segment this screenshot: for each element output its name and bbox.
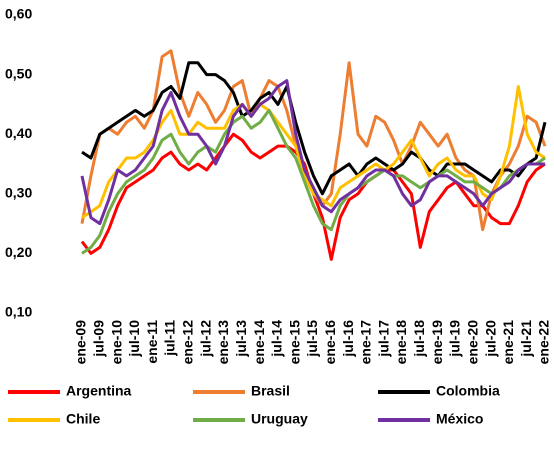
legend-label: Argentina [66,383,132,399]
y-tick-label: 0,30 [5,185,32,201]
legend-label: México [436,411,483,427]
x-tick-label: jul-09 [91,320,107,358]
y-tick-label: 0,60 [5,6,32,22]
x-tick-label: ene-12 [180,320,196,365]
x-tick-label: jul-17 [375,320,391,358]
x-tick-label: jul-11 [162,320,178,357]
legend-label: Brasil [251,383,290,399]
x-tick-label: ene-20 [464,320,480,365]
series-line [80,79,545,226]
x-tick-label: ene-14 [251,320,267,365]
x-tick-label: jul-12 [197,320,213,358]
x-tick-label: ene-21 [500,320,516,365]
x-tick-label: jul-21 [518,320,534,358]
legend-label: Colombia [436,383,500,399]
series-line [81,61,547,196]
x-tick-label: ene-22 [536,320,552,365]
x-tick-label: ene-16 [322,320,338,365]
legend-label: Uruguay [251,411,308,427]
x-tick-label: jul-18 [411,320,427,358]
x-tick-label: jul-19 [447,320,463,358]
x-tick-label: ene-09 [73,320,89,365]
x-tick-label: ene-18 [393,320,409,365]
x-tick-label: jul-13 [233,320,249,358]
y-tick-label: 0,50 [5,65,32,81]
x-tick-label: ene-13 [215,320,231,365]
y-tick-label: 0,40 [5,125,32,141]
x-tick-label: jul-10 [126,320,142,358]
series-line [81,108,546,255]
x-tick-label: jul-16 [340,320,356,358]
x-tick-label: ene-17 [358,320,374,365]
legend-label: Chile [66,411,100,427]
x-tick-label: jul-14 [269,320,285,358]
x-tick-label: ene-10 [108,320,124,365]
y-tick-label: 0,10 [5,304,32,320]
x-tick-label: ene-15 [286,320,302,365]
x-tick-label: ene-11 [144,320,160,364]
x-tick-label: jul-20 [482,320,498,358]
x-tick-label: ene-19 [429,320,445,365]
x-tick-label: jul-15 [304,320,320,358]
y-tick-label: 0,20 [5,244,32,260]
